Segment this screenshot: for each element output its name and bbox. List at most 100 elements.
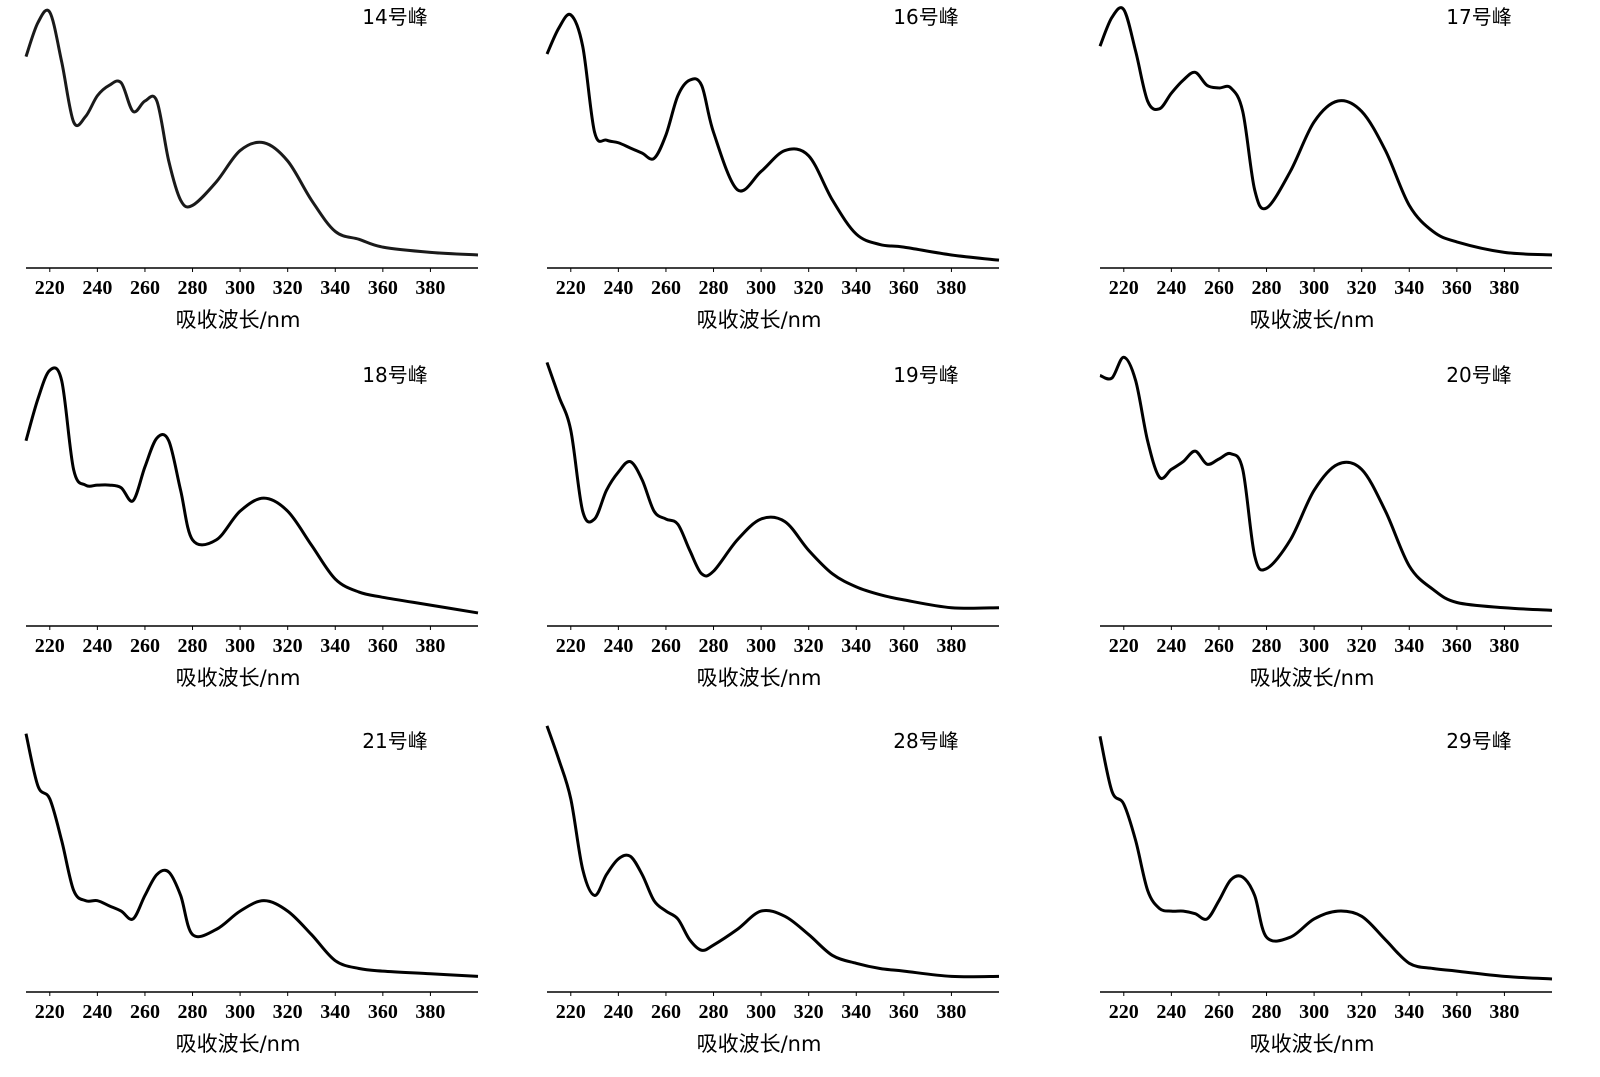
- x-tick-label: 300: [746, 635, 776, 657]
- x-tick-label: 300: [1299, 635, 1329, 657]
- x-tick-label: 300: [225, 635, 255, 657]
- x-tick-label: 320: [1347, 1001, 1377, 1023]
- x-tick-label: 260: [1204, 277, 1234, 299]
- x-tick-label: 340: [320, 635, 350, 657]
- x-tick-label: 280: [699, 277, 729, 299]
- x-tick-label: 340: [320, 1001, 350, 1023]
- x-tick-label: 260: [1204, 1001, 1234, 1023]
- x-axis-label: 吸收波长/nm: [1250, 308, 1375, 332]
- x-tick-label: 240: [82, 635, 112, 657]
- x-tick-label: 340: [841, 1001, 871, 1023]
- spectrum-line: [545, 361, 1000, 610]
- x-tick-label: 300: [746, 277, 776, 299]
- x-tick-label: 260: [651, 277, 681, 299]
- x-tick-label: 320: [794, 1001, 824, 1023]
- x-tick-label: 380: [936, 277, 966, 299]
- x-tick-label: 240: [1156, 277, 1186, 299]
- spectrum-line: [1098, 6, 1553, 257]
- x-tick-label: 280: [699, 1001, 729, 1023]
- x-tick-label: 240: [603, 1001, 633, 1023]
- x-tick-label: 240: [82, 277, 112, 299]
- spectrum-line: [1099, 355, 1553, 612]
- x-tick-label: 380: [1489, 1001, 1519, 1023]
- x-tick-label: 280: [178, 635, 208, 657]
- spectrum-line: [24, 733, 479, 978]
- x-tick-label: 320: [273, 1001, 303, 1023]
- x-tick-label: 320: [1347, 277, 1377, 299]
- x-tick-label: 340: [1394, 277, 1424, 299]
- x-tick-label: 340: [841, 635, 871, 657]
- x-axis-label: 吸收波长/nm: [1250, 1032, 1375, 1056]
- spectrum-line: [1098, 735, 1553, 981]
- x-tick-label: 220: [556, 277, 586, 299]
- x-axis-label: 吸收波长/nm: [1250, 666, 1375, 690]
- x-tick-label: 360: [368, 277, 398, 299]
- x-tick-label: 260: [130, 635, 160, 657]
- x-tick-label: 240: [603, 635, 633, 657]
- x-tick-label: 280: [178, 277, 208, 299]
- x-tick-label: 280: [699, 635, 729, 657]
- x-tick-label: 300: [1299, 1001, 1329, 1023]
- x-tick-label: 260: [1204, 635, 1234, 657]
- spectrum-line: [545, 12, 1000, 262]
- x-tick-label: 380: [936, 1001, 966, 1023]
- x-tick-label: 360: [1442, 277, 1472, 299]
- chart-title: 20号峰: [1446, 363, 1511, 387]
- x-tick-label: 340: [1394, 635, 1424, 657]
- chart-title: 19号峰: [893, 363, 958, 387]
- x-tick-label: 360: [889, 277, 919, 299]
- spectrum-line: [545, 725, 1000, 979]
- x-axis-label: 吸收波长/nm: [176, 308, 301, 332]
- x-axis-label: 吸收波长/nm: [176, 1032, 301, 1056]
- x-tick-label: 240: [82, 1001, 112, 1023]
- x-tick-label: 220: [35, 635, 65, 657]
- x-tick-label: 220: [35, 1001, 65, 1023]
- x-tick-label: 320: [1347, 635, 1377, 657]
- x-axis-label: 吸收波长/nm: [697, 1032, 822, 1056]
- x-tick-label: 240: [1156, 1001, 1186, 1023]
- x-tick-label: 320: [794, 277, 824, 299]
- x-tick-label: 320: [794, 635, 824, 657]
- x-axis-label: 吸收波长/nm: [176, 666, 301, 690]
- x-tick-label: 260: [130, 1001, 160, 1023]
- x-tick-label: 220: [1109, 277, 1139, 299]
- x-tick-label: 380: [415, 1001, 445, 1023]
- chart-title: 29号峰: [1446, 729, 1511, 753]
- x-tick-label: 300: [746, 1001, 776, 1023]
- x-tick-label: 220: [556, 1001, 586, 1023]
- x-tick-label: 360: [889, 1001, 919, 1023]
- x-tick-label: 380: [936, 635, 966, 657]
- x-tick-label: 360: [889, 635, 919, 657]
- x-tick-label: 260: [651, 1001, 681, 1023]
- x-tick-label: 380: [1489, 277, 1519, 299]
- chart-title: 18号峰: [362, 363, 427, 387]
- x-tick-label: 360: [368, 1001, 398, 1023]
- x-tick-label: 260: [651, 635, 681, 657]
- x-tick-label: 220: [35, 277, 65, 299]
- x-tick-label: 340: [320, 277, 350, 299]
- x-tick-label: 300: [225, 277, 255, 299]
- x-tick-label: 240: [1156, 635, 1186, 657]
- spectrum-line: [24, 366, 479, 615]
- x-tick-label: 240: [603, 277, 633, 299]
- x-tick-label: 280: [1252, 1001, 1282, 1023]
- x-tick-label: 300: [1299, 277, 1329, 299]
- x-tick-label: 320: [273, 277, 303, 299]
- x-tick-label: 360: [1442, 635, 1472, 657]
- x-axis-label: 吸收波长/nm: [697, 308, 822, 332]
- x-tick-label: 280: [1252, 635, 1282, 657]
- x-tick-label: 280: [178, 1001, 208, 1023]
- x-tick-label: 340: [841, 277, 871, 299]
- spectrum-line: [24, 8, 479, 257]
- x-tick-label: 380: [415, 635, 445, 657]
- x-tick-label: 360: [1442, 1001, 1472, 1023]
- chart-title: 16号峰: [893, 5, 958, 29]
- x-tick-label: 360: [368, 635, 398, 657]
- x-tick-label: 380: [415, 277, 445, 299]
- x-tick-label: 220: [1109, 1001, 1139, 1023]
- x-axis-label: 吸收波长/nm: [697, 666, 822, 690]
- x-tick-label: 380: [1489, 635, 1519, 657]
- chart-title: 28号峰: [893, 729, 958, 753]
- x-tick-label: 220: [556, 635, 586, 657]
- x-tick-label: 280: [1252, 277, 1282, 299]
